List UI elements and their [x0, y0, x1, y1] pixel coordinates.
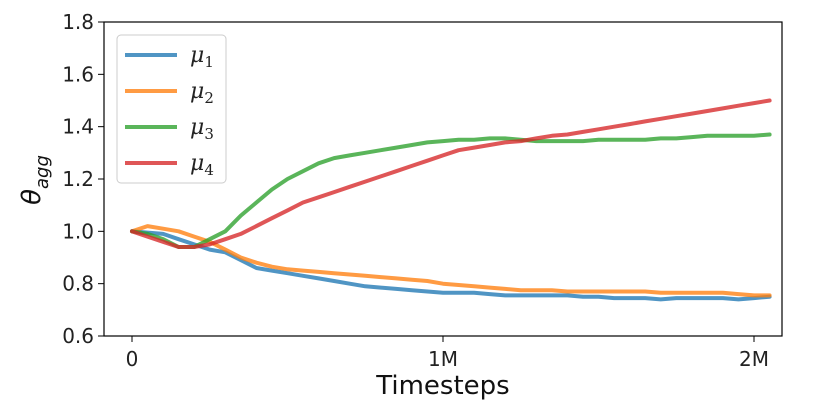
legend-frame: [116, 34, 227, 184]
legend-label-4: μ4: [190, 151, 214, 179]
x-axis-title: Timesteps: [375, 371, 509, 401]
legend-label-2: μ2: [190, 79, 214, 107]
x-tick-label: 0: [126, 347, 139, 371]
y-tick-label: 1.2: [62, 167, 94, 191]
y-tick-label: 0.8: [62, 272, 94, 296]
y-tick-label: 1.6: [62, 62, 94, 86]
y-axis: 0.6 0.8 1.0 1.2 1.4 1.6 1.8: [62, 10, 104, 348]
y-axis-title-subscript: agg: [32, 155, 53, 189]
series-line-3: [130, 132, 772, 249]
series-line-2: [130, 224, 772, 298]
y-axis-title-symbol: θ: [17, 189, 47, 205]
legend-label-1: μ1: [190, 43, 214, 71]
legend-label-3: μ3: [190, 115, 214, 143]
x-tick-label: 2M: [739, 347, 769, 371]
y-axis-title: θagg: [17, 155, 53, 205]
y-tick-label: 0.6: [62, 324, 94, 348]
y-tick-label: 1.8: [62, 10, 94, 34]
x-axis: 0 1M 2M: [126, 336, 769, 371]
series-line-1: [130, 229, 772, 302]
y-tick-label: 1.4: [62, 115, 94, 139]
legend: μ1 μ2 μ3 μ4: [116, 34, 227, 184]
y-tick-label: 1.0: [62, 219, 94, 243]
series-line-4: [130, 98, 772, 249]
svg-text:θagg: θagg: [17, 155, 53, 205]
series-layer: [130, 98, 772, 302]
x-tick-label: 1M: [428, 347, 458, 371]
